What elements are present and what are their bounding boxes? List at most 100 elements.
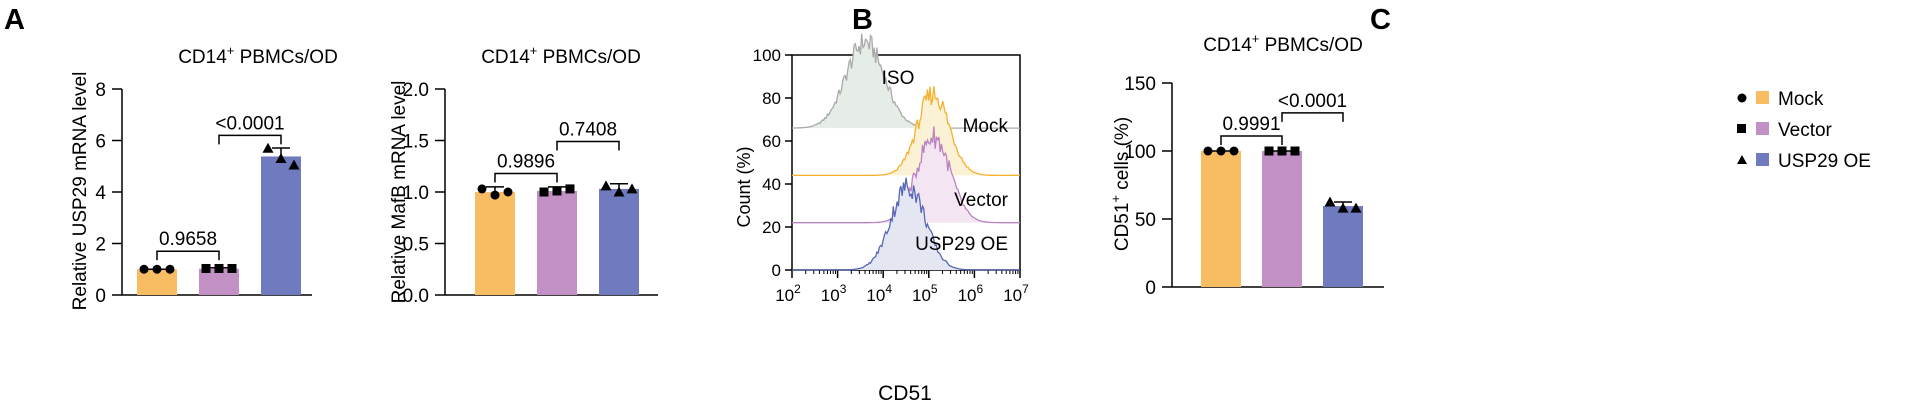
- data-point-usp29-oe: [1350, 202, 1362, 213]
- p-value-label: 0.7408: [559, 120, 617, 141]
- y-tick-label: 100: [1124, 142, 1156, 163]
- data-point-usp29-oe: [600, 180, 612, 191]
- p-value-label: 0.9658: [159, 229, 217, 250]
- y-tick-label: 0: [1145, 278, 1156, 299]
- panel-label-b: B: [852, 4, 873, 36]
- x-tick-label: 103: [821, 282, 847, 305]
- legend-item-mock: Mock: [1737, 89, 1824, 110]
- legend: Mock Vector USP29 OE: [1737, 89, 1871, 172]
- legend-marker-circle: [1737, 93, 1747, 103]
- chart-mafb-title: CD14+ PBMCs/OD: [481, 43, 641, 68]
- y-tick-label: 2.0: [403, 80, 429, 101]
- y-tick-label: 4: [95, 183, 106, 204]
- legend-swatch-vector: [1756, 122, 1769, 135]
- y-tick-label: 8: [95, 80, 106, 101]
- legend-swatch-usp29-oe: [1756, 153, 1769, 166]
- data-point-mock: [1229, 146, 1239, 156]
- data-point-vector: [214, 263, 224, 273]
- p-value-label: <0.0001: [1278, 91, 1347, 112]
- bar-usp29-oe: [261, 156, 301, 295]
- comparison-bracket: [1281, 112, 1344, 122]
- data-point-vector: [227, 263, 237, 273]
- series-label-vector: Vector: [954, 190, 1009, 211]
- y-tick-label: 150: [1124, 74, 1156, 95]
- chart-cd51-cells: CD14+ PBMCs/OD CD51+ cells (%) 0 50 100 150…: [1108, 31, 1384, 299]
- chart-mafb-ylabel: Relative MafB mRNA level: [389, 81, 410, 304]
- y-tick-label: 1.5: [403, 132, 429, 153]
- panel-label-c: C: [1370, 4, 1391, 36]
- y-tick-label: 0.0: [403, 286, 429, 307]
- chart-flow-xlabel: CD51: [878, 382, 932, 405]
- legend-swatch-mock: [1756, 91, 1769, 104]
- chart-usp29-plot: 0 2 4 6 8 0.9658 <0.0001: [95, 80, 312, 307]
- chart-flow-histogram: Count (%) CD51 0 20 40 60 80 100 102 103 104 105 1…: [734, 33, 1029, 405]
- data-point-usp29-oe: [626, 183, 638, 194]
- legend-item-usp29-oe: USP29 OE: [1737, 151, 1871, 172]
- y-tick-label: 6: [95, 132, 106, 153]
- legend-label-mock: Mock: [1778, 89, 1824, 110]
- data-point-vector: [201, 263, 211, 273]
- data-point-mock: [477, 184, 487, 194]
- series-label-mock: Mock: [963, 116, 1009, 137]
- chart-cd51-ylabel: CD51+ cells (%): [1108, 117, 1133, 251]
- data-point-mock: [490, 190, 500, 200]
- bar-vector: [199, 268, 239, 295]
- y-tick-label: 2: [95, 235, 106, 256]
- chart-flow-ylabel: Count (%): [734, 146, 754, 227]
- p-value-label: <0.0001: [215, 113, 284, 134]
- bar-usp29-oe: [1323, 206, 1363, 287]
- bar-mock: [1201, 151, 1241, 287]
- data-point-mock: [1216, 146, 1226, 156]
- data-point-usp29-oe: [288, 159, 300, 170]
- x-tick-label: 107: [1003, 282, 1029, 305]
- chart-cd51-title: CD14+ PBMCs/OD: [1203, 31, 1363, 56]
- legend-label-vector: Vector: [1778, 120, 1833, 141]
- data-point-mock: [503, 187, 513, 197]
- data-point-vector: [552, 186, 562, 196]
- chart-usp29-title: CD14+ PBMCs/OD: [178, 43, 338, 68]
- comparison-bracket: [494, 172, 558, 183]
- y-tick-label: 0: [95, 286, 106, 307]
- chart-cd51-plot: 0 50 100 150 0.9991<0.0001: [1124, 74, 1384, 299]
- p-value-label: 0.9896: [497, 151, 555, 172]
- chart-usp29-ylabel: Relative USP29 mRNA level: [70, 72, 91, 311]
- data-point-mock: [165, 264, 175, 274]
- bar-usp29-oe: [599, 188, 639, 295]
- y-tick-label: 0.5: [403, 235, 429, 256]
- data-point-usp29-oe: [613, 186, 625, 197]
- data-point-mock: [1203, 146, 1213, 156]
- legend-label-usp29-oe: USP29 OE: [1778, 151, 1871, 172]
- panel-label-a: A: [4, 4, 25, 36]
- y-tick-label: 0: [772, 261, 781, 280]
- x-tick-label: 105: [912, 282, 938, 305]
- data-point-usp29-oe: [1324, 196, 1336, 207]
- bar-vector: [1262, 151, 1302, 287]
- data-point-vector: [565, 184, 575, 194]
- series-label-usp29-oe: USP29 OE: [915, 234, 1008, 255]
- data-point-usp29-oe: [275, 153, 287, 164]
- histogram-line-usp29-oe: [792, 177, 1020, 271]
- x-tick-label: 102: [775, 282, 801, 305]
- data-point-mock: [152, 264, 162, 274]
- x-tick-label: 106: [958, 282, 984, 305]
- chart-flow-plot: 0 20 40 60 80 100 102 103 104 105 106 107 ISO Mock Vec…: [753, 33, 1029, 305]
- legend-item-vector: Vector: [1737, 120, 1833, 141]
- bar-vector: [537, 190, 577, 295]
- y-tick-label: 100: [753, 46, 781, 65]
- comparison-bracket: [556, 140, 620, 151]
- data-point-vector: [539, 187, 549, 197]
- chart-usp29-mrna: CD14+ PBMCs/OD Relative USP29 mRNA level…: [70, 43, 338, 310]
- comparison-bracket: [1220, 135, 1283, 146]
- histogram-line-mock: [792, 86, 1020, 177]
- y-tick-label: 80: [762, 89, 781, 108]
- y-tick-label: 1.0: [403, 183, 429, 204]
- histogram-fill-usp29-oe: [792, 177, 1020, 270]
- x-tick-label: 104: [866, 282, 892, 305]
- histogram-line-iso: [792, 33, 1020, 129]
- comparison-bracket: [156, 250, 220, 261]
- data-point-vector: [1290, 146, 1300, 156]
- y-tick-label: 50: [1135, 210, 1156, 231]
- data-point-vector: [1277, 146, 1287, 156]
